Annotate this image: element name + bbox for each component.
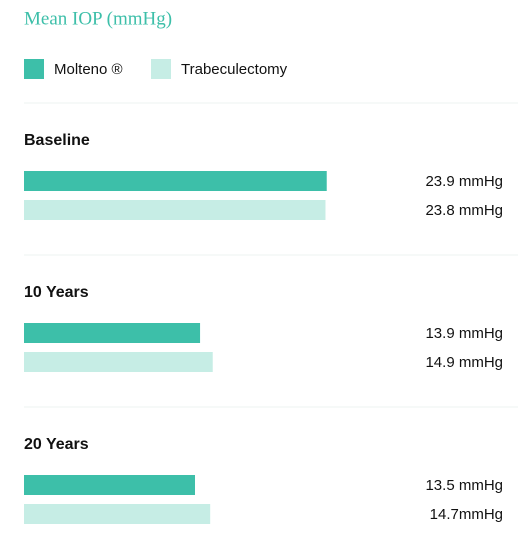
- bar: [24, 200, 326, 220]
- bar: [24, 475, 195, 495]
- group-label: 10 Years: [24, 284, 89, 301]
- bar: [24, 352, 213, 372]
- legend-swatch: [24, 59, 44, 79]
- value-label: 14.9 mmHg: [425, 354, 503, 371]
- value-label: 23.9 mmHg: [425, 173, 503, 190]
- value-label: 13.5 mmHg: [425, 477, 503, 494]
- legend-label: Trabeculectomy: [181, 61, 288, 78]
- group-label: 20 Years: [24, 436, 89, 453]
- value-label: 23.8 mmHg: [425, 202, 503, 219]
- legend-label: Molteno ®: [54, 61, 123, 78]
- bar: [24, 504, 211, 524]
- value-label: 13.9 mmHg: [425, 325, 503, 342]
- legend-swatch: [151, 59, 171, 79]
- chart-title: Mean IOP (mmHg): [24, 8, 172, 29]
- value-label: 14.7mmHg: [430, 506, 503, 523]
- bar: [24, 171, 327, 191]
- group-label: Baseline: [24, 132, 90, 149]
- bar: [24, 323, 201, 343]
